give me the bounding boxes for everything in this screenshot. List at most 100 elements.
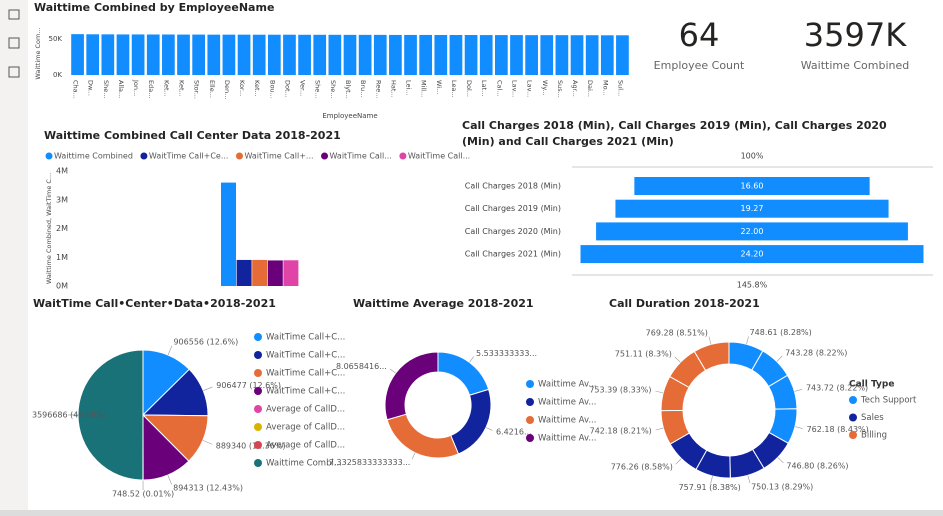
data-label: 746.80 (8.26%) [786,461,848,470]
data-label: 743.28 (8.22%) [785,349,847,358]
legend-marker [254,423,262,431]
x-tick-label: Mo... [601,80,609,96]
bar [283,34,296,75]
bar [634,177,870,195]
x-tick-label: Jon... [132,79,140,96]
report-icon[interactable] [8,9,20,20]
chart-title: Waittime Combined Call Center Data 2018-… [44,129,341,142]
x-tick-label: Lea... [450,80,458,98]
legend-label: WaitTime Call+C... [266,333,345,343]
leader-line [485,427,493,431]
model-icon[interactable] [8,66,20,78]
funnel-top-label: 100% [741,152,764,161]
x-tick-label: Lat... [480,80,488,96]
bar [580,245,924,264]
slice [384,351,439,421]
leader-line [747,475,751,484]
category-label: Call Charges 2021 (Min) [465,250,561,259]
category-label: Call Charges 2018 (Min) [465,182,561,191]
legend-marker [45,152,53,160]
data-label: 24.20 [741,250,764,259]
bar [86,34,100,75]
bar [101,34,115,75]
x-tick-label: Wi... [435,80,443,94]
bar [404,34,417,75]
leader-line [411,452,416,460]
data-icon[interactable] [8,37,20,49]
data-label: 776.26 (8.58%) [611,463,673,472]
chart-title: Call Charges 2018 (Min), Call Charges 20… [462,119,887,148]
legend-marker [526,398,534,406]
x-tick-label: Wy... [541,80,549,95]
x-tick-label: Ket... [178,80,186,97]
x-tick-label: Ree... [374,80,382,98]
x-tick-label: Den... [223,80,231,99]
legend-marker [254,405,262,413]
legend-marker [526,434,534,442]
legend-label: Waittime Av... [538,434,596,444]
legend-marker [526,380,534,388]
data-label: 22.00 [741,227,764,236]
x-tick-label: Cal... [495,80,503,97]
y-axis-label: Waittime Com... [34,27,42,79]
bar [616,35,629,75]
x-tick-label: Bru... [359,80,367,97]
leader-line [794,426,803,429]
data-label: 6.4216... [496,428,532,437]
x-tick-label: Lei... [405,80,413,96]
bar [221,182,236,286]
slice [450,388,492,455]
bar [373,34,387,75]
bar [267,34,281,75]
bar [479,35,493,75]
x-tick-label: She... [102,80,110,98]
data-label: 769.28 (8.51%) [646,328,708,337]
legend-marker [526,416,534,424]
bar [192,34,206,75]
data-label: 7.3325833333333... [329,458,410,467]
legend-marker [254,387,262,395]
bar [162,34,175,75]
x-tick-label: Ket... [253,80,261,97]
leader-line [794,388,803,392]
bar [510,35,523,75]
bar [267,260,283,286]
data-label: 889340 (12.36%) [216,441,286,450]
legend-label: Waittime Combined [54,152,133,161]
bar [464,35,478,75]
x-tick-label: Cha... [72,80,80,99]
leader-line [167,345,173,356]
y-tick-label: 3M [56,195,68,204]
legend-label: WaitTime Call+C... [266,387,345,397]
bar [555,35,569,75]
x-axis-label: EmployeeName [322,112,377,120]
legend-marker [254,441,262,449]
bar [540,35,554,75]
legend-label: WaitTime Call... [330,152,392,161]
leader-line [777,457,784,464]
legend-label: Average of CallD... [266,441,345,451]
footer-bar [0,510,943,516]
legend-label: Average of CallD... [266,405,345,415]
y-tick-label: 50K [49,35,63,43]
x-tick-label: Kor... [238,80,246,96]
legend-marker [849,431,857,439]
chart-title: Waittime Combined by EmployeeName [34,1,274,14]
leader-line [655,390,664,394]
bar [313,34,327,75]
x-tick-label: Ver... [299,80,307,96]
chart-title: WaitTime Call•Center•Data•2018-2021 [33,297,276,310]
data-label: 748.61 (8.28%) [750,328,812,337]
legend-label: Waittime Combi... [266,459,342,469]
data-label: 750.13 (8.29%) [751,482,813,491]
leader-line [389,368,396,374]
legend-label: WaitTime Call+C... [266,369,345,379]
leader-line [203,386,213,391]
x-tick-label: Sus... [556,80,564,98]
bar [177,34,190,75]
data-label: 3596686 (49.98%) [32,410,107,419]
x-tick-label: Dai... [586,80,594,97]
bar [236,259,252,286]
